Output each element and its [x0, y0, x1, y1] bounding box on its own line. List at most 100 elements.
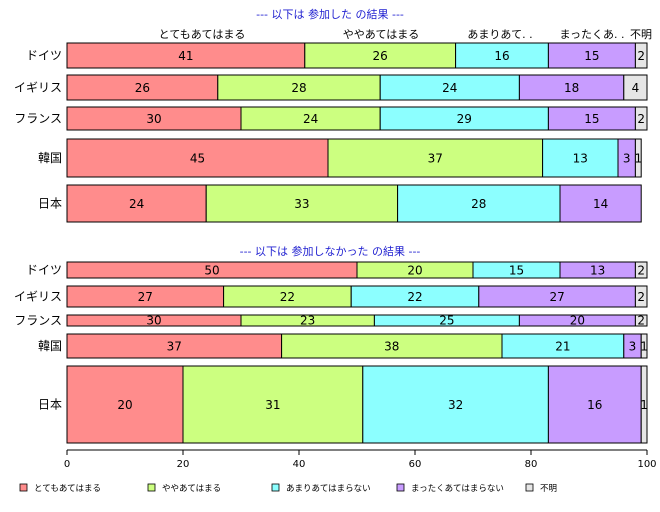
data-label: 24	[129, 197, 144, 211]
data-label: 15	[584, 49, 599, 63]
country-label: イギリス	[14, 290, 62, 304]
data-label: 27	[138, 290, 153, 304]
bar-segment	[640, 365, 648, 444]
country-label: イギリス	[14, 81, 62, 95]
legend-label: まったくあてはまらない	[411, 484, 504, 494]
bar-segment	[634, 314, 648, 327]
column-header-4: まったくあ. .	[559, 28, 624, 41]
x-tick-label: 0	[64, 459, 70, 470]
column-header-3: あまりあて. .	[467, 28, 532, 41]
data-label: 15	[509, 264, 524, 278]
bar-segment	[547, 365, 642, 444]
data-label: 16	[587, 398, 602, 412]
bar-segment	[542, 138, 619, 178]
bar-segment	[634, 261, 648, 279]
data-label: 2	[637, 290, 645, 304]
x-tick-label: 20	[177, 459, 190, 470]
bar-segment	[518, 74, 625, 101]
x-tick-label: 100	[637, 459, 656, 470]
data-label: 24	[303, 112, 318, 126]
country-label: 韓国	[38, 339, 62, 353]
data-label: 33	[294, 197, 309, 211]
bar-segment	[66, 184, 207, 223]
bar-segment	[634, 42, 648, 69]
bar-segment	[217, 74, 381, 101]
country-label: 韓国	[38, 151, 62, 165]
bar-segment	[379, 74, 520, 101]
data-label: 1	[640, 340, 648, 354]
country-label: フランス	[14, 314, 62, 328]
bar-segment	[559, 184, 642, 223]
data-label: 28	[471, 197, 486, 211]
country-label: 日本	[38, 398, 62, 412]
data-label: 38	[384, 340, 399, 354]
bar-segment	[327, 138, 544, 178]
column-header-1: とてもあてはまる	[159, 28, 246, 41]
data-label: 22	[407, 290, 422, 304]
bar-segment	[362, 365, 549, 444]
data-label: 18	[564, 81, 579, 95]
data-label: 37	[428, 152, 443, 166]
data-label: 45	[190, 152, 205, 166]
legend-swatch	[147, 483, 156, 492]
bar-segment	[66, 138, 329, 178]
data-label: 24	[442, 81, 457, 95]
data-label: 14	[593, 197, 608, 211]
data-label: 15	[584, 112, 599, 126]
bar-segment	[205, 184, 399, 223]
data-label: 3	[623, 152, 631, 166]
data-label: 23	[300, 314, 315, 328]
data-label: 21	[555, 340, 570, 354]
legend-swatch	[19, 483, 28, 492]
legend-label: 不明	[540, 484, 557, 494]
country-label: ドイツ	[26, 49, 62, 63]
data-label: 2	[637, 112, 645, 126]
bar-segment	[304, 42, 457, 69]
data-label: 25	[439, 314, 454, 328]
bar-segment	[501, 333, 625, 359]
data-label: 2	[637, 264, 645, 278]
bar-segment	[634, 285, 648, 308]
legend-label: ややあてはまる	[162, 484, 221, 494]
column-header-2: ややあてはまる	[343, 28, 420, 41]
data-label: 4	[632, 81, 640, 95]
x-tick-label: 60	[409, 459, 422, 470]
bar-segment	[397, 184, 561, 223]
data-label: 20	[117, 398, 132, 412]
data-label: 30	[146, 314, 161, 328]
data-label: 28	[291, 81, 306, 95]
bar-segment	[623, 74, 648, 101]
bar-segment	[66, 42, 306, 69]
data-label: 26	[373, 49, 388, 63]
bar-segment	[66, 365, 184, 444]
country-label: ドイツ	[26, 263, 62, 277]
column-header-5: 不明	[630, 28, 652, 41]
data-label: 13	[590, 264, 605, 278]
data-label: 31	[265, 398, 280, 412]
data-label: 1	[640, 398, 648, 412]
data-label: 2	[637, 49, 645, 63]
data-label: 29	[457, 112, 472, 126]
data-label: 3	[629, 340, 637, 354]
country-label: フランス	[14, 112, 62, 126]
data-label: 37	[167, 340, 182, 354]
data-label: 50	[204, 264, 219, 278]
data-label: 13	[573, 152, 588, 166]
data-label: 2	[637, 314, 645, 328]
data-label: 41	[178, 49, 193, 63]
bar-segment	[66, 333, 283, 359]
legend-swatch	[396, 483, 405, 492]
data-label: 30	[146, 112, 161, 126]
country-label: 日本	[38, 197, 62, 211]
bar-segment	[640, 333, 648, 359]
data-label: 20	[570, 314, 585, 328]
panel-title-1: --- 以下は 参加した の結果 ---	[256, 7, 404, 21]
data-label: 32	[448, 398, 463, 412]
legend-label: とてもあてはまる	[34, 484, 101, 494]
data-label: 27	[549, 290, 564, 304]
data-label: 1	[634, 152, 642, 166]
bar-segment	[66, 74, 219, 101]
x-tick-label: 40	[293, 459, 306, 470]
bar-segment	[455, 42, 549, 69]
